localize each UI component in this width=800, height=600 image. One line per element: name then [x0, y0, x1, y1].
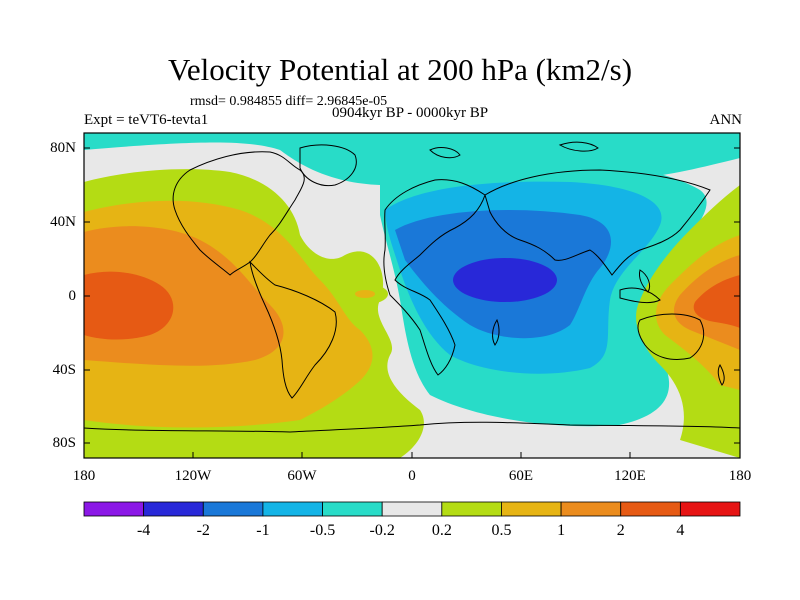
colorbar — [83, 501, 741, 517]
colorbar-box-8 — [560, 501, 622, 517]
colorbar-box-1 — [143, 501, 204, 517]
colorbar-label-8: 2 — [616, 522, 625, 539]
field-east-core — [453, 258, 557, 302]
colorbar-box-3 — [262, 501, 323, 517]
velocity-potential-field — [84, 133, 740, 458]
field-south-neutral — [430, 395, 690, 458]
season-label: ANN — [709, 112, 743, 128]
lon-label-60e: 60E — [508, 468, 534, 484]
lon-label-120e: 120E — [614, 468, 646, 484]
world-coastline-icon — [84, 141, 740, 433]
colorbar-box-7 — [501, 501, 562, 517]
lat-label-40s: 40S — [52, 362, 76, 378]
colorbar-box-4 — [322, 501, 383, 517]
lon-label-180e: 180 — [728, 468, 752, 484]
field-east-core-red — [693, 275, 740, 328]
lon-label-120w: 120W — [174, 468, 212, 484]
experiment-label: Expt = teVT6-tevta1 — [84, 112, 209, 128]
colorbar-label-2: -1 — [256, 522, 270, 539]
colorbar-label-1: -2 — [196, 522, 210, 539]
colorbar-label-7: 1 — [557, 522, 566, 539]
lon-label-60w: 60W — [287, 468, 317, 484]
lat-label-80n: 80N — [50, 140, 76, 156]
axis-ticks — [83, 147, 741, 458]
colorbar-box-5 — [381, 501, 443, 517]
colorbar-label-5: 0.2 — [431, 522, 452, 539]
field-atlantic-spot-core — [355, 290, 375, 298]
colorbar-box-2 — [202, 501, 264, 517]
colorbar-box-10 — [679, 501, 741, 517]
colorbar-box-0 — [83, 501, 145, 517]
colorbar-box-6 — [441, 501, 502, 517]
colorbar-label-9: 4 — [676, 522, 685, 539]
field-west-core — [84, 271, 174, 340]
colorbar-box-9 — [620, 501, 681, 517]
period-label: 0904kyr BP - 0000kyr BP — [331, 105, 489, 121]
colorbar-label-6: 0.5 — [491, 522, 512, 539]
colorbar-label-4: -0.2 — [369, 522, 395, 539]
lat-label-80s: 80S — [52, 435, 76, 451]
lat-label-40n: 40N — [50, 214, 76, 230]
lat-label-0: 0 — [68, 288, 77, 304]
lon-label-0: 0 — [408, 468, 416, 484]
colorbar-label-3: -0.5 — [309, 522, 336, 539]
plot-title: Velocity Potential at 200 hPa (km2/s) — [167, 52, 633, 87]
colorbar-label-0: -4 — [136, 522, 151, 539]
lon-label-180w: 180 — [72, 468, 96, 484]
stats-text: rmsd= 0.984855 diff= 2.96845e-05 — [190, 94, 388, 109]
